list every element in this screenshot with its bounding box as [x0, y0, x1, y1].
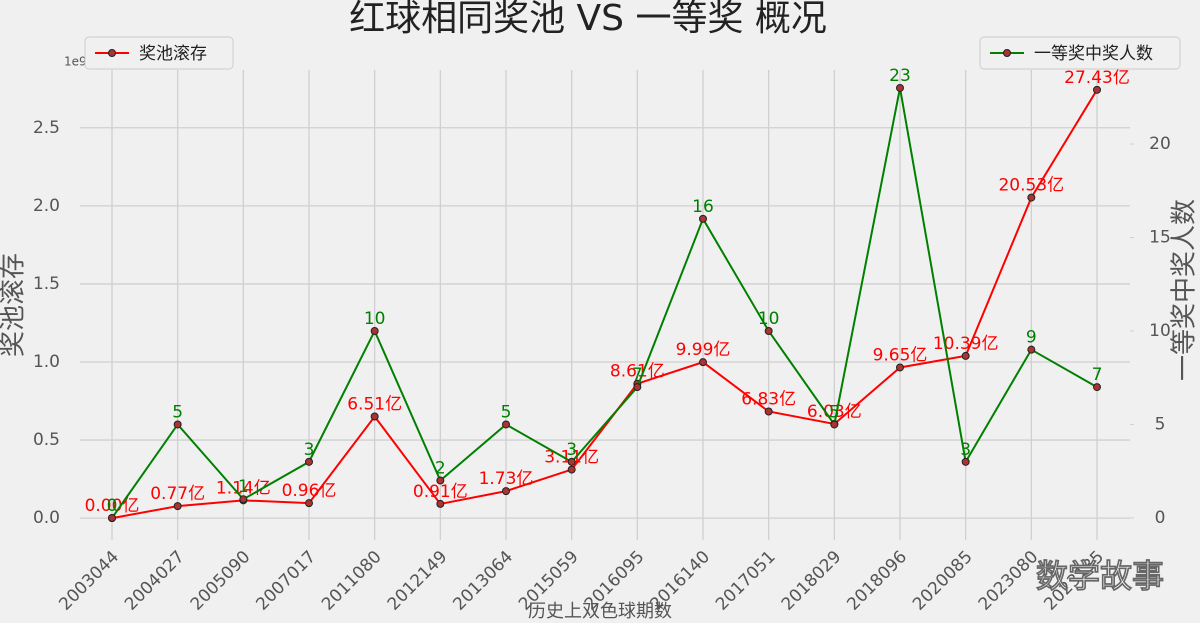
data-label: 6.83亿 — [741, 389, 796, 409]
point — [305, 499, 313, 508]
y2-tick-label: 15 — [1149, 228, 1171, 248]
data-label: 5 — [172, 402, 183, 422]
y2-tick-label: 10 — [1149, 321, 1171, 341]
data-label: 0.91亿 — [413, 482, 468, 502]
legend-label: 一等奖中奖人数 — [1034, 44, 1153, 64]
data-label: 0.77亿 — [150, 484, 205, 504]
y-tick-label: 0.0 — [33, 508, 60, 528]
point — [961, 351, 970, 360]
point — [305, 457, 313, 466]
point — [699, 358, 707, 367]
point — [1093, 383, 1101, 392]
point — [1093, 85, 1101, 94]
data-label: 1 — [238, 477, 249, 497]
legend-box — [84, 36, 234, 70]
x-axis-label: 历史上双色球期数 — [528, 601, 672, 622]
point — [239, 495, 248, 504]
data-label: 7 — [632, 365, 643, 385]
y-tick-label: 2.5 — [33, 118, 60, 138]
data-label: 9.99亿 — [676, 340, 731, 360]
legend-marker — [108, 49, 116, 57]
point — [436, 499, 445, 508]
y-tick-label: 0.5 — [33, 430, 60, 450]
legend: 奖池滚存 — [84, 36, 234, 70]
point — [173, 420, 182, 429]
y-tick-label: 2.0 — [33, 196, 60, 216]
watermark: 数学故事 — [1036, 557, 1164, 595]
data-label: 23 — [889, 66, 911, 86]
legend-marker — [1003, 49, 1011, 57]
offset-label: 1e9 — [64, 55, 87, 69]
point — [370, 326, 379, 335]
data-label: 7 — [1092, 365, 1103, 385]
series-line — [111, 87, 1098, 519]
legend-label: 奖池滚存 — [139, 44, 207, 64]
point — [502, 487, 510, 496]
data-label: 3 — [566, 440, 577, 460]
point — [502, 420, 510, 429]
data-label: 5 — [829, 402, 840, 422]
data-label: 1.73亿 — [479, 469, 534, 489]
point — [830, 420, 839, 429]
point — [896, 363, 904, 372]
point — [896, 83, 904, 92]
point — [961, 457, 970, 466]
data-label: 3 — [304, 440, 315, 460]
y-tick-label: 1.5 — [33, 274, 60, 294]
data-label: 0 — [107, 496, 118, 516]
point — [567, 457, 576, 466]
data-label: 0.96亿 — [282, 481, 337, 501]
point — [764, 407, 773, 416]
point — [1027, 193, 1036, 202]
point — [764, 326, 773, 335]
point — [173, 502, 182, 511]
data-label: 6.03亿 — [807, 402, 862, 422]
y2-axis-label: 一等奖中奖人数 — [1170, 199, 1200, 381]
legend: 一等奖中奖人数 — [979, 36, 1181, 70]
point — [1027, 345, 1036, 354]
y2-tick-label: 0 — [1155, 508, 1166, 528]
y-axis-label: 奖池滚存 — [0, 253, 29, 357]
point — [633, 383, 642, 392]
data-label: 2 — [435, 459, 446, 479]
y2-tick-label: 20 — [1149, 134, 1171, 154]
data-label: 27.43亿 — [1064, 68, 1130, 88]
data-label: 5 — [501, 402, 512, 422]
data-label: 3.11亿 — [544, 448, 599, 468]
data-label: 10 — [364, 309, 386, 329]
chart-title: 红球相同奖池 VS 一等奖 概况 — [349, 0, 827, 39]
point — [699, 214, 707, 223]
data-label: 0.00亿 — [85, 496, 140, 516]
data-label: 3 — [960, 440, 971, 460]
data-label: 10.39亿 — [933, 334, 999, 354]
point — [370, 412, 379, 421]
y2-tick-label: 5 — [1155, 414, 1166, 434]
legend-box — [979, 36, 1181, 70]
data-label: 6.51亿 — [347, 394, 402, 414]
data-label: 16 — [692, 197, 714, 217]
data-label: 9.65亿 — [873, 345, 928, 365]
data-label: 10 — [758, 309, 780, 329]
series-line — [111, 89, 1098, 520]
data-label: 20.53亿 — [998, 176, 1064, 196]
point — [108, 513, 116, 522]
y-tick-label: 1.0 — [33, 352, 60, 372]
data-label: 8.61亿 — [610, 362, 665, 382]
point — [567, 465, 576, 474]
data-label: 9 — [1026, 328, 1037, 348]
point — [436, 476, 445, 485]
